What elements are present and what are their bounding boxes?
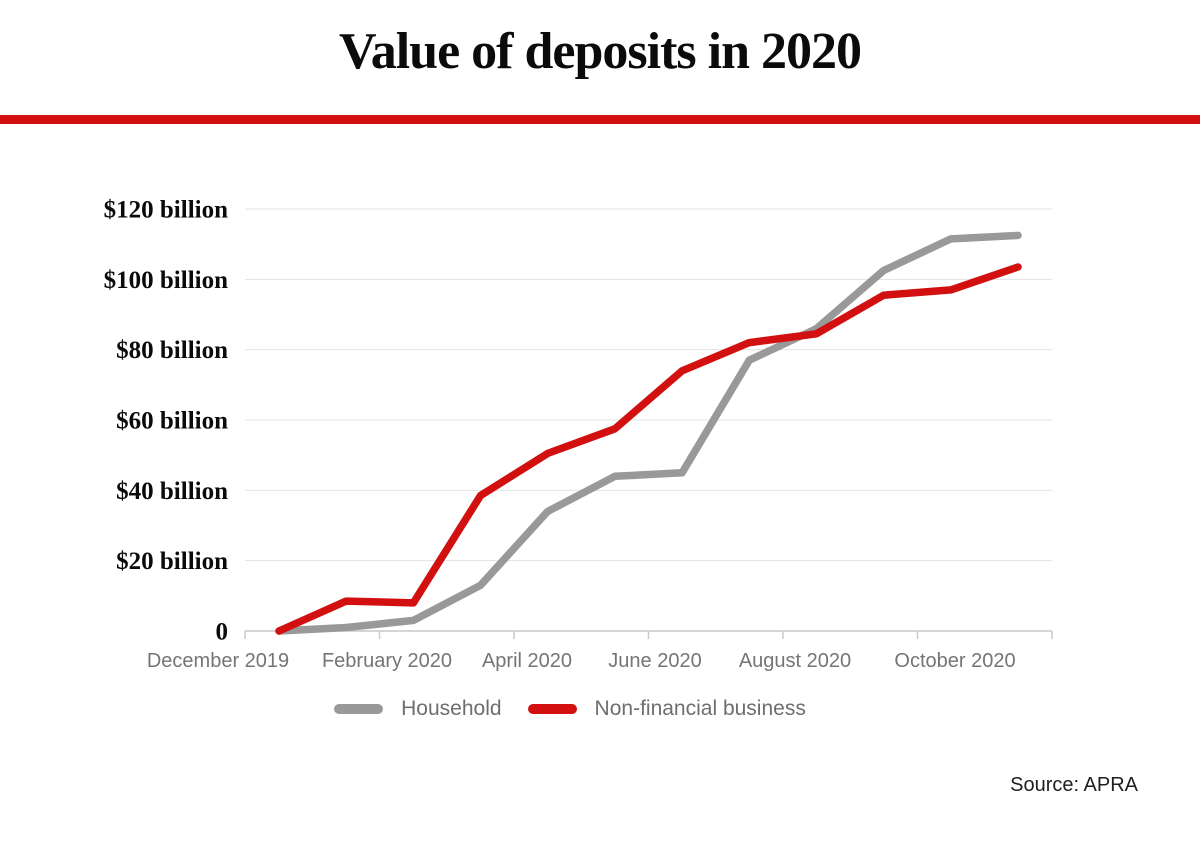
legend: Household Non-financial business bbox=[0, 697, 1170, 721]
x-axis-label: October 2020 bbox=[894, 650, 1015, 672]
x-axis-label: June 2020 bbox=[608, 650, 701, 672]
legend-label-non-financial-business: Non-financial business bbox=[594, 697, 806, 720]
y-axis-label: $80 billion bbox=[116, 337, 228, 364]
x-axis-label: December 2019 bbox=[147, 650, 289, 672]
series-line-non-financial-business bbox=[275, 263, 1022, 635]
source-text: Source: APRA bbox=[1010, 774, 1138, 796]
y-axis-label: $60 billion bbox=[116, 408, 228, 435]
y-axis-label: $40 billion bbox=[116, 478, 228, 505]
legend-item-household: Household bbox=[334, 697, 502, 721]
y-axis-label: $120 billion bbox=[104, 197, 228, 224]
x-axis-label: August 2020 bbox=[739, 650, 851, 672]
x-axis-label: February 2020 bbox=[322, 650, 452, 672]
legend-item-non-financial-business: Non-financial business bbox=[527, 697, 806, 721]
y-axis-label: 0 bbox=[216, 619, 229, 646]
title-divider bbox=[0, 115, 1200, 124]
legend-swatch-household-icon bbox=[334, 704, 384, 714]
series-line-household bbox=[275, 231, 1022, 635]
y-axis-label: $20 billion bbox=[116, 548, 228, 575]
legend-label-household: Household bbox=[401, 697, 502, 720]
y-axis-label: $100 billion bbox=[104, 267, 228, 294]
x-axis-label: April 2020 bbox=[482, 650, 572, 672]
line-chart-plot: $120 billion $100 billion $80 billion $60 b… bbox=[104, 197, 1053, 672]
legend-swatch-non-financial-business-icon bbox=[527, 704, 577, 714]
chart-title: Value of deposits in 2020 bbox=[338, 23, 862, 80]
